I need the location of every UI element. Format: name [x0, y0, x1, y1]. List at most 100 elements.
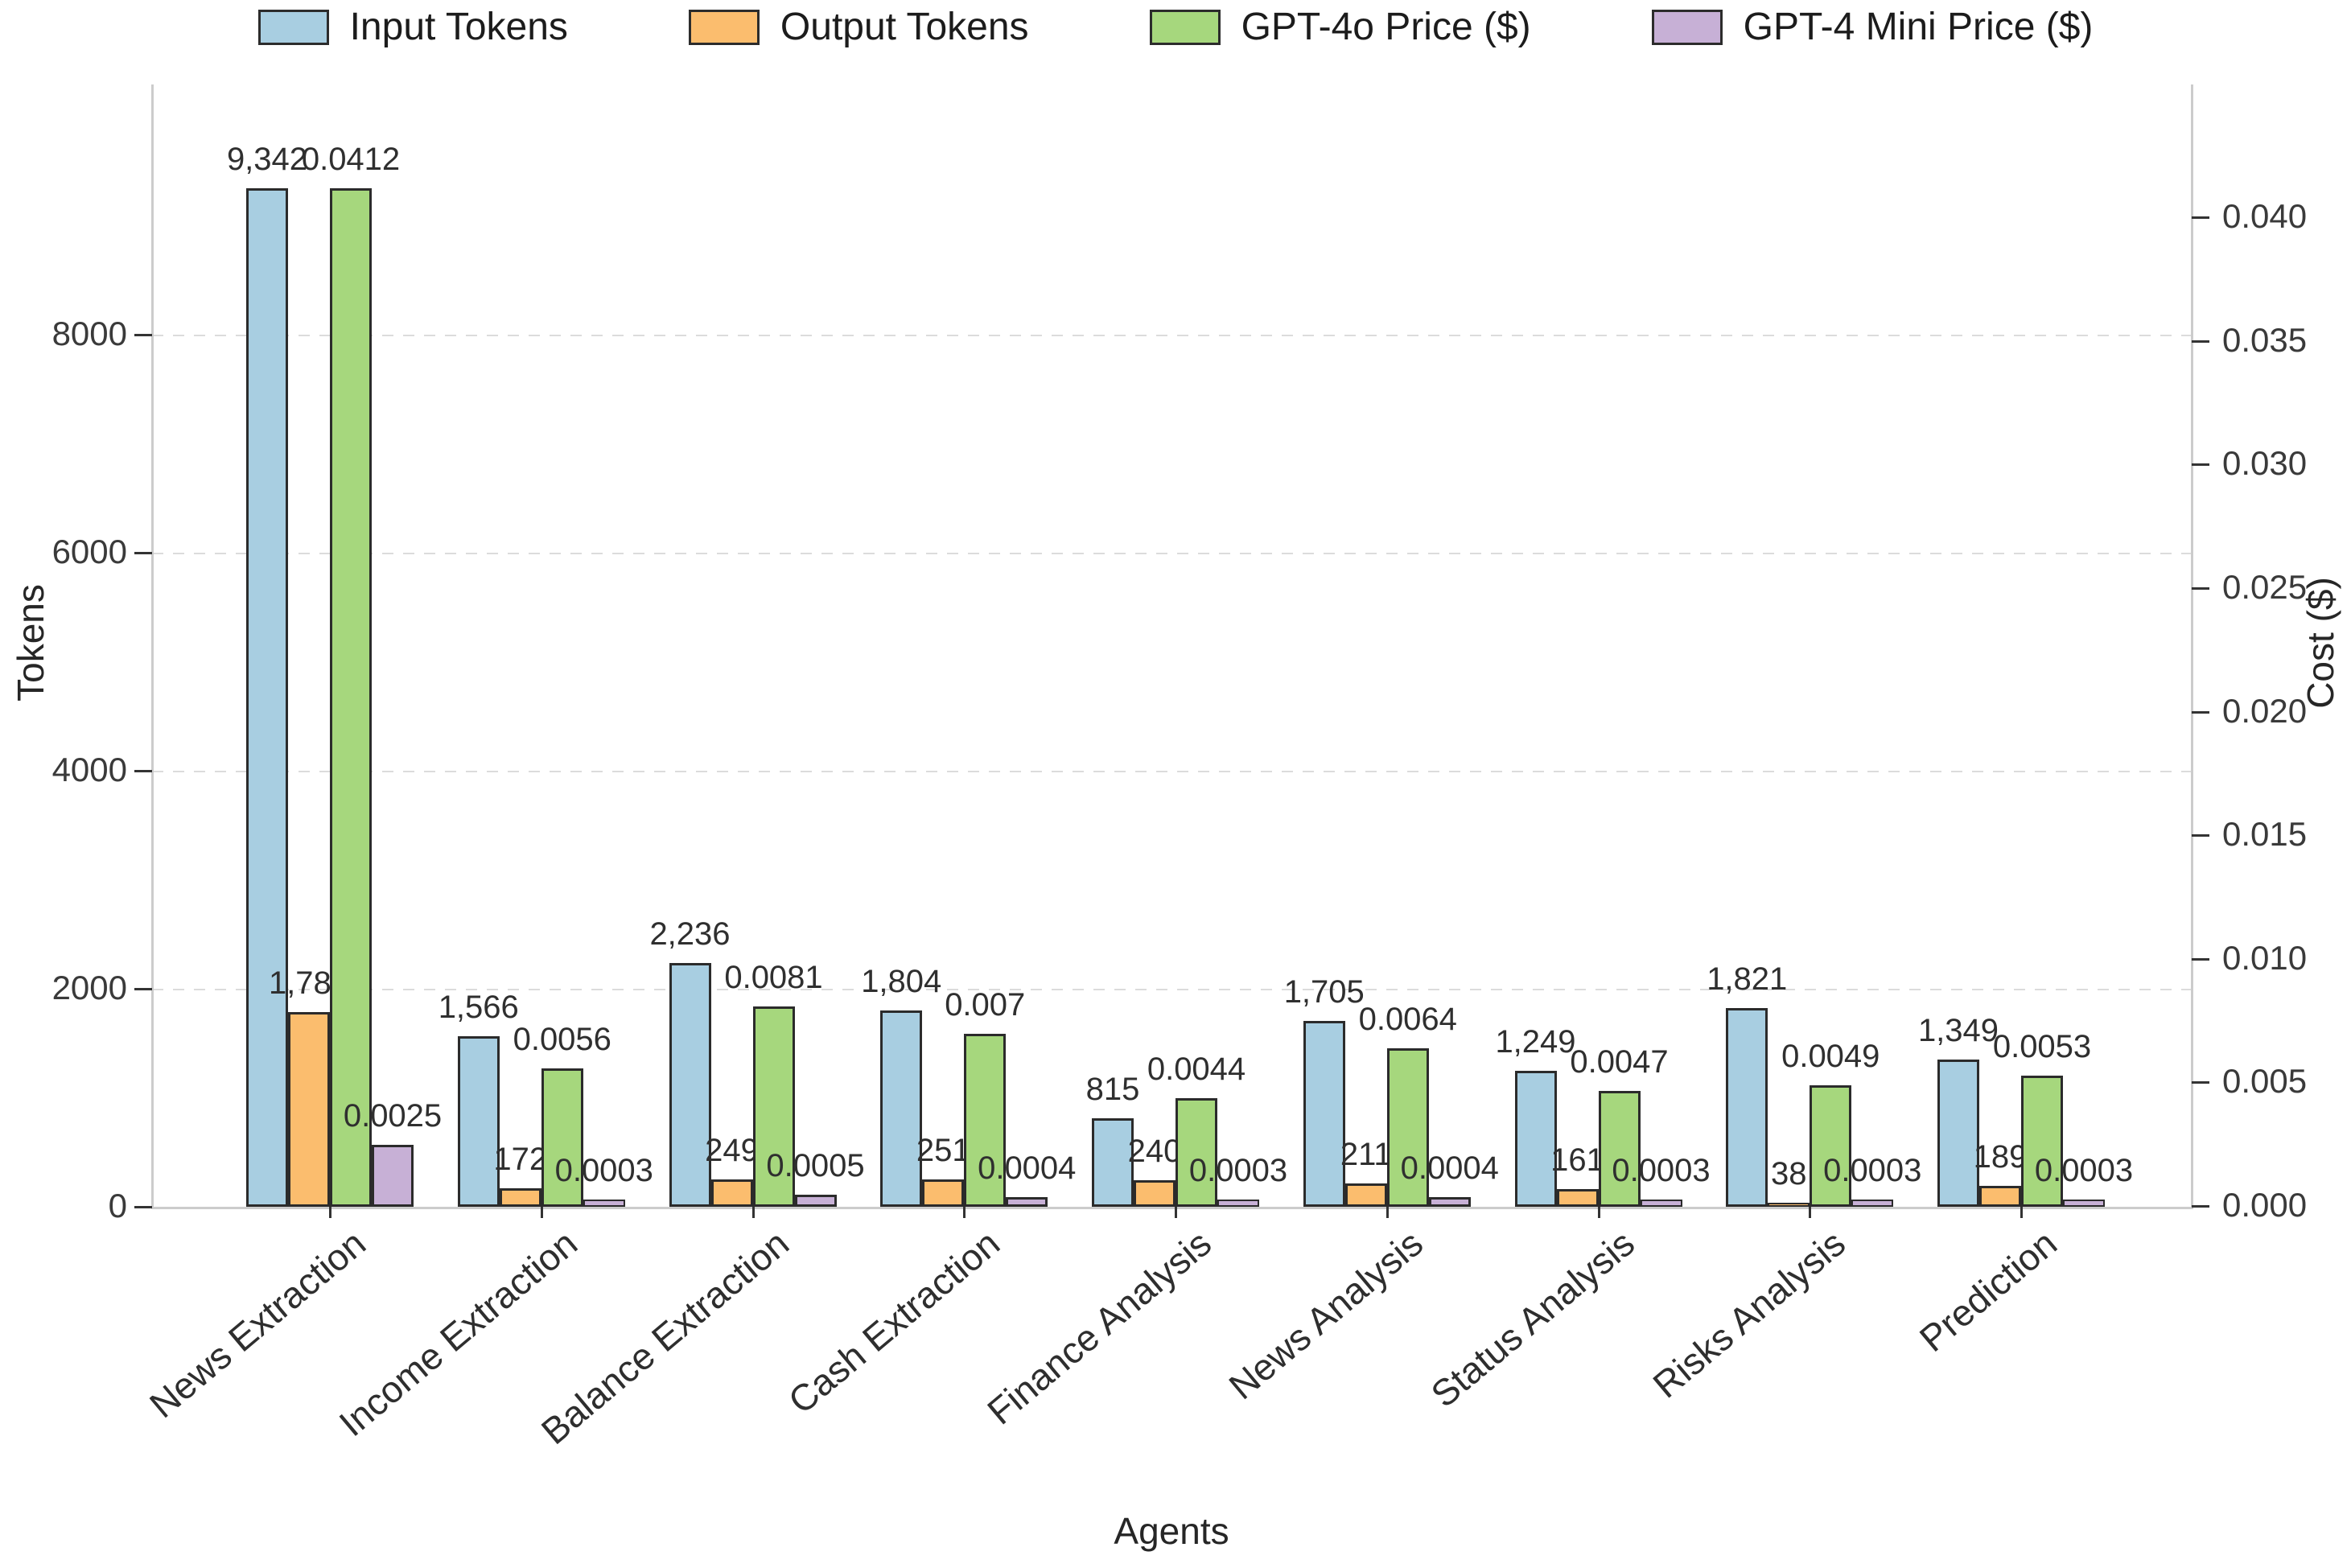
bar-gpt-4o-price-4: [964, 1033, 1007, 1207]
bar-gpt-4-mini-price-7: [1640, 1199, 1682, 1207]
bar-gpt-4-mini-price-1: [372, 1145, 414, 1207]
y-tick-mark-right: [2192, 463, 2209, 467]
bar-value-label: 38: [1771, 1155, 1807, 1191]
bar-value-label: 1,249: [1495, 1023, 1576, 1060]
bar-value-label: 0.0004: [1400, 1150, 1499, 1186]
bar-value-label: 0.007: [945, 986, 1026, 1023]
y-tick-label-right: 0.000: [2222, 1186, 2308, 1224]
legend: Input Tokens Output Tokens GPT-4o Price ($…: [0, 5, 2351, 49]
bar-value-label: 0.0081: [724, 960, 823, 996]
bar-value-label: 0.0053: [1992, 1029, 2092, 1065]
bar-value-label: 1,804: [861, 963, 942, 999]
bar-input-tokens-4: [880, 1010, 923, 1207]
bar-gpt-4-mini-price-6: [1428, 1196, 1471, 1207]
bar-input-tokens-1: [246, 188, 288, 1207]
bar-gpt-4-mini-price-9: [2063, 1199, 2105, 1207]
x-tick-mark: [329, 1207, 331, 1218]
bar-input-tokens-9: [1937, 1060, 1979, 1207]
bar-input-tokens-8: [1726, 1008, 1768, 1207]
bar-gpt-4o-price-3: [752, 1006, 795, 1207]
bar-gpt-4o-price-8: [1810, 1085, 1852, 1207]
bar-value-label: 0.0049: [1781, 1039, 1880, 1075]
bar-value-label: 815: [1085, 1071, 1140, 1107]
legend-swatch: [257, 9, 329, 45]
bar-gpt-4-mini-price-5: [1217, 1199, 1259, 1207]
bar-value-label: 1,566: [438, 989, 519, 1025]
bar-value-label: 1,705: [1283, 973, 1365, 1010]
bar-value-label: 0.0003: [1188, 1152, 1288, 1188]
gridline: [152, 553, 2192, 554]
bar-value-label: 2,236: [649, 916, 731, 953]
bar-value-label: 0.0412: [301, 142, 401, 178]
bar-value-label: 1,821: [1707, 961, 1788, 998]
bar-input-tokens-2: [457, 1035, 500, 1207]
bar-output-tokens-2: [499, 1187, 541, 1207]
legend-swatch: [1651, 9, 1723, 45]
bar-value-label: 211: [1340, 1137, 1392, 1173]
x-tick-mark: [2020, 1207, 2023, 1218]
gridline: [152, 771, 2192, 772]
legend-swatch: [688, 9, 760, 45]
gridline: [152, 335, 2192, 336]
bar-output-tokens-3: [710, 1179, 753, 1207]
x-tick-mark: [540, 1207, 543, 1218]
bar-value-label: 0.0025: [343, 1098, 443, 1134]
bar-output-tokens-8: [1768, 1202, 1810, 1207]
legend-item: Output Tokens: [688, 5, 1029, 49]
bar-gpt-4o-price-5: [1176, 1097, 1217, 1207]
bar-output-tokens-6: [1344, 1183, 1387, 1207]
y-tick-label-left: 8000: [51, 315, 127, 352]
bar-value-label: 0.0003: [1612, 1152, 1711, 1188]
x-tick-mark: [1175, 1207, 1177, 1218]
y-tick-label-right: 0.015: [2222, 815, 2308, 854]
y-tick-mark-right: [2192, 587, 2209, 590]
bar-value-label: 1,349: [1917, 1013, 1999, 1049]
legend-label: Output Tokens: [780, 6, 1029, 48]
x-axis-title: Agents: [1114, 1510, 1229, 1552]
bar-value-label: 0.0003: [2034, 1152, 2134, 1188]
bar-value-label: 249: [705, 1133, 759, 1169]
bar-value-label: 0.0003: [1823, 1152, 1922, 1188]
gridline: [152, 989, 2192, 990]
y-tick-mark-right: [2192, 834, 2209, 838]
y-tick-label-right: 0.020: [2222, 691, 2308, 730]
bar-value-label: 0.0003: [554, 1152, 653, 1188]
y-tick-mark-right: [2192, 216, 2209, 220]
y-axis-title-right: Cost ($): [2300, 577, 2341, 709]
y-tick-mark-right: [2192, 710, 2209, 714]
bar-gpt-4-mini-price-4: [1006, 1196, 1048, 1207]
bar-value-label: 240: [1127, 1134, 1182, 1170]
bar-value-label: 0.0047: [1570, 1043, 1669, 1080]
bar-output-tokens-1: [288, 1012, 330, 1207]
legend-item: GPT-4 Mini Price ($): [1651, 5, 2093, 49]
y-tick-mark-right: [2192, 957, 2209, 961]
bar-gpt-4-mini-price-8: [1851, 1199, 1894, 1207]
plot-area: 9,342 1,566 2,236 1,804 815 1,705 1,249 1,821 1,…: [151, 84, 2193, 1218]
y-tick-label-right: 0.025: [2222, 568, 2308, 606]
bar-value-label: 9,342: [226, 142, 308, 178]
bar-gpt-4o-price-7: [1598, 1090, 1641, 1207]
bar-value-label: 189: [1973, 1139, 2028, 1175]
y-tick-mark-right: [2192, 1081, 2209, 1084]
y-tick-mark-left: [134, 770, 152, 772]
right-spine: [2191, 84, 2193, 1209]
bar-gpt-4o-price-2: [541, 1068, 583, 1207]
legend-swatch: [1149, 9, 1221, 45]
bar-gpt-4-mini-price-3: [794, 1194, 837, 1207]
x-tick-mark: [963, 1207, 966, 1218]
bar-value-label: 0.0056: [513, 1021, 611, 1057]
y-tick-label-right: 0.010: [2222, 938, 2308, 977]
y-tick-label-right: 0.040: [2222, 197, 2308, 236]
y-tick-label-left: 4000: [51, 751, 127, 788]
bar-output-tokens-5: [1134, 1180, 1176, 1207]
y-tick-mark-right: [2192, 340, 2209, 343]
bar-input-tokens-5: [1092, 1117, 1134, 1207]
bar-value-label: 1,785: [268, 965, 350, 1002]
left-spine: [151, 84, 154, 1209]
y-tick-label-left: 6000: [51, 533, 127, 570]
bar-gpt-4o-price-6: [1386, 1048, 1429, 1207]
legend-label: GPT-4o Price ($): [1241, 6, 1531, 48]
bottom-spine: [151, 1207, 2193, 1209]
bar-value-label: 161: [1550, 1142, 1604, 1179]
